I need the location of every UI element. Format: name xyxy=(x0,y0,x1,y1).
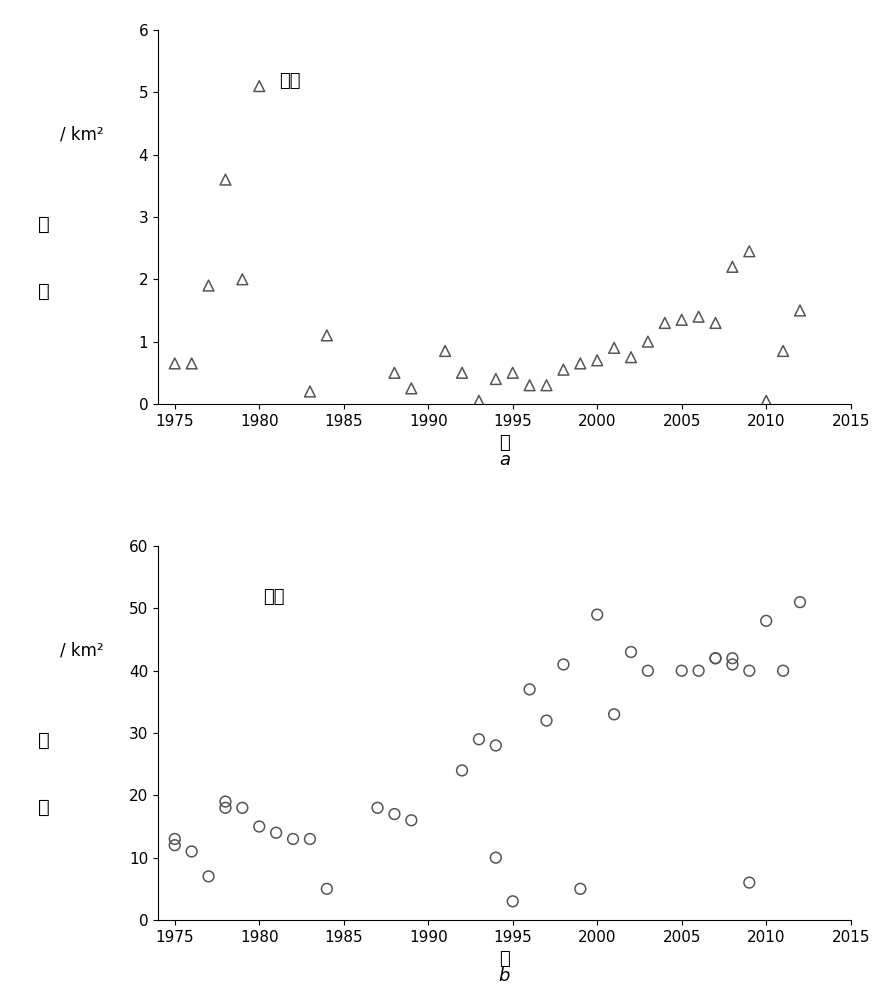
Point xyxy=(641,663,655,679)
Point xyxy=(388,365,402,381)
Point xyxy=(709,315,723,331)
Point xyxy=(235,271,249,287)
Point xyxy=(709,650,723,666)
Point xyxy=(218,172,232,188)
Text: 面: 面 xyxy=(38,731,49,750)
Point xyxy=(776,343,790,359)
Point xyxy=(658,315,672,331)
Text: 下湖: 下湖 xyxy=(262,588,284,606)
Point xyxy=(759,393,774,409)
Point xyxy=(624,644,638,660)
Point xyxy=(185,843,199,859)
Point xyxy=(303,831,317,847)
Point xyxy=(455,762,469,778)
Point xyxy=(692,663,706,679)
Point xyxy=(641,334,655,350)
Point xyxy=(286,831,300,847)
Point xyxy=(776,663,790,679)
Point xyxy=(674,312,688,328)
Point xyxy=(607,340,621,356)
Point xyxy=(692,309,706,325)
Point xyxy=(488,850,503,866)
Point xyxy=(539,713,553,729)
Point xyxy=(472,731,486,747)
Point xyxy=(370,800,384,816)
Point xyxy=(574,355,588,371)
Point xyxy=(168,355,182,371)
Point xyxy=(742,875,756,891)
Point xyxy=(674,663,688,679)
Point xyxy=(725,656,739,672)
Point xyxy=(725,650,739,666)
Text: / km²: / km² xyxy=(60,642,103,660)
Point xyxy=(574,881,588,897)
Point xyxy=(742,243,756,259)
Point xyxy=(168,831,182,847)
Point xyxy=(185,355,199,371)
Point xyxy=(759,613,774,629)
Point xyxy=(404,812,418,828)
Point xyxy=(218,794,232,810)
Point xyxy=(253,78,267,94)
Point xyxy=(506,893,520,909)
Point xyxy=(793,594,807,610)
Point xyxy=(320,327,334,343)
Point xyxy=(303,383,317,399)
Point xyxy=(404,380,418,396)
Text: 上湖: 上湖 xyxy=(280,72,301,90)
Point xyxy=(253,819,267,835)
Point xyxy=(488,737,503,753)
Point xyxy=(590,352,604,368)
X-axis label: 年: 年 xyxy=(499,434,510,452)
Point xyxy=(523,377,537,393)
Point xyxy=(506,365,520,381)
Point xyxy=(202,278,216,294)
Point xyxy=(168,837,182,853)
Point xyxy=(556,656,570,672)
Point xyxy=(488,371,503,387)
Text: / km²: / km² xyxy=(60,126,103,144)
Point xyxy=(709,650,723,666)
Point xyxy=(269,825,283,841)
Point xyxy=(235,800,249,816)
Point xyxy=(455,365,469,381)
Point xyxy=(793,302,807,318)
Text: 积: 积 xyxy=(38,798,49,817)
Point xyxy=(202,868,216,884)
Text: 面: 面 xyxy=(38,215,49,234)
Point xyxy=(438,343,453,359)
Point xyxy=(523,681,537,697)
Point xyxy=(539,377,553,393)
Point xyxy=(388,806,402,822)
Point xyxy=(590,607,604,623)
Text: b: b xyxy=(499,967,510,985)
X-axis label: 年: 年 xyxy=(499,950,510,968)
Point xyxy=(556,362,570,378)
Text: a: a xyxy=(499,451,510,469)
Point xyxy=(607,706,621,722)
Point xyxy=(472,393,486,409)
Point xyxy=(742,663,756,679)
Point xyxy=(320,881,334,897)
Point xyxy=(725,259,739,275)
Point xyxy=(624,349,638,365)
Text: 积: 积 xyxy=(38,282,49,301)
Point xyxy=(218,800,232,816)
